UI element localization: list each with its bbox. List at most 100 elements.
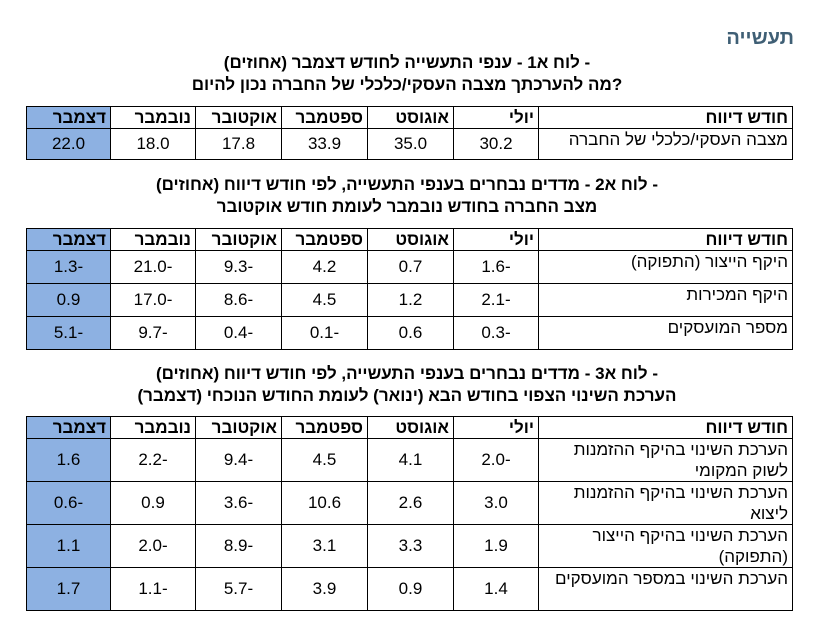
- value-cell: -2.0: [453, 438, 539, 482]
- value-cell: -0.6: [26, 481, 111, 525]
- header-report-month: חודש דיווח: [538, 416, 793, 439]
- table3-title: לוח א3 - מדדים נבחרים בענפי התעשייה, לפי…: [0, 363, 814, 407]
- table2-title-line2: מצב החברה בחודש נובמבר לעומת חודש אוקטוב…: [216, 197, 598, 216]
- value-cell: -5.7: [195, 567, 282, 611]
- value-cell: 4.1: [367, 438, 454, 482]
- header-month: דצמבר: [26, 416, 111, 439]
- header-month: יולי: [453, 416, 539, 439]
- value-cell: -9.7: [110, 316, 196, 350]
- header-month: יולי: [453, 106, 539, 129]
- value-cell: 1.6: [26, 438, 111, 482]
- table3-title-line1: לוח א3 - מדדים נבחרים בענפי התעשייה, לפי…: [155, 364, 659, 383]
- value-cell: -8.6: [195, 283, 282, 317]
- row-label: מצבה העסקי/כלכלי של החברה: [538, 128, 793, 160]
- table1: חודש דיווח יולי אוגוסט ספטמבר אוקטובר נובמבר ד…: [26, 106, 793, 160]
- header-report-month: חודש דיווח: [538, 106, 793, 129]
- row-label: הערכת השינוי בהיקף ההזמנות לשוק המקומי: [538, 438, 793, 482]
- header-row: חודש דיווח יולי אוגוסט ספטמבר אוקטובר נובמבר ד…: [26, 106, 793, 129]
- value-cell: 17.8: [195, 128, 282, 160]
- table-row: הערכת השינוי בהיקף הייצור (התפוקה) 1.9 3.3…: [26, 524, 793, 568]
- value-cell: 1.1: [26, 524, 111, 568]
- row-label: הערכת השינוי בהיקף הייצור (התפוקה): [538, 524, 793, 568]
- row-label: מספר המועסקים: [538, 316, 793, 350]
- header-report-month: חודש דיווח: [538, 228, 793, 251]
- table1-title: לוח א1 - ענפי התעשייה לחודש דצמבר (אחוזי…: [0, 52, 814, 96]
- value-cell: -9.4: [195, 438, 282, 482]
- value-cell: -2.0: [110, 524, 196, 568]
- table3-title-line2: הערכת השינוי הצפוי בחודש הבא (ינואר) לעו…: [137, 386, 677, 405]
- header-month: יולי: [453, 228, 539, 251]
- value-cell: -3.6: [195, 481, 282, 525]
- row-label: היקף הייצור (התפוקה): [538, 250, 793, 284]
- value-cell: 1.2: [367, 283, 454, 317]
- value-cell: 0.9: [367, 567, 454, 611]
- table-row: הערכת השינוי בהיקף ההזמנות ליצוא 3.0 2.6 10…: [26, 481, 793, 525]
- header-month: אוקטובר: [195, 106, 282, 129]
- value-cell: 4.5: [281, 283, 368, 317]
- table2-title-line1: לוח א2 - מדדים נבחרים בענפי התעשייה, לפי…: [155, 175, 659, 194]
- row-label: הערכת השינוי בהיקף ההזמנות ליצוא: [538, 481, 793, 525]
- table1-title-line1: לוח א1 - ענפי התעשייה לחודש דצמבר (אחוזי…: [223, 53, 591, 72]
- value-cell: 3.9: [281, 567, 368, 611]
- value-cell: 33.9: [281, 128, 368, 160]
- row-label: הערכת השינוי במספר המועסקים: [538, 567, 793, 611]
- header-month: אוקטובר: [195, 228, 282, 251]
- table-row: היקף המכירות -2.1 1.2 4.5 -8.6 -17.0 0.9: [26, 283, 793, 317]
- table-row: הערכת השינוי במספר המועסקים 1.4 0.9 3.9 -5.7…: [26, 567, 793, 611]
- header-month: נובמבר: [110, 106, 196, 129]
- value-cell: 0.7: [367, 250, 454, 284]
- value-cell: 18.0: [110, 128, 196, 160]
- table-row: מספר המועסקים -0.3 0.6 -0.1 -0.4 -9.7 -5.1: [26, 316, 793, 350]
- table2: חודש דיווח יולי אוגוסט ספטמבר אוקטובר נובמבר ד…: [26, 228, 793, 350]
- header-month: ספטמבר: [281, 416, 368, 439]
- header-month: נובמבר: [110, 228, 196, 251]
- header-month: נובמבר: [110, 416, 196, 439]
- header-month: אוקטובר: [195, 416, 282, 439]
- header-row: חודש דיווח יולי אוגוסט ספטמבר אוקטובר נובמבר ד…: [26, 228, 793, 251]
- table-row: מצבה העסקי/כלכלי של החברה 30.2 35.0 33.9 17.…: [26, 128, 793, 160]
- row-label: היקף המכירות: [538, 283, 793, 317]
- value-cell: 0.6: [367, 316, 454, 350]
- value-cell: 2.6: [367, 481, 454, 525]
- header-month: ספטמבר: [281, 106, 368, 129]
- value-cell: 3.1: [281, 524, 368, 568]
- header-month: ספטמבר: [281, 228, 368, 251]
- value-cell: 30.2: [453, 128, 539, 160]
- table-row: הערכת השינוי בהיקף ההזמנות לשוק המקומי -2…: [26, 438, 793, 482]
- value-cell: 1.7: [26, 567, 111, 611]
- value-cell: -0.4: [195, 316, 282, 350]
- table3: חודש דיווח יולי אוגוסט ספטמבר אוקטובר נובמבר ד…: [26, 416, 793, 611]
- value-cell: 0.9: [110, 481, 196, 525]
- value-cell: 35.0: [367, 128, 454, 160]
- value-cell: -5.1: [26, 316, 111, 350]
- header-month: אוגוסט: [367, 228, 454, 251]
- value-cell: 10.6: [281, 481, 368, 525]
- value-cell: 1.9: [453, 524, 539, 568]
- header-month: דצמבר: [26, 228, 111, 251]
- value-cell: 4.5: [281, 438, 368, 482]
- header-row: חודש דיווח יולי אוגוסט ספטמבר אוקטובר נובמבר ד…: [26, 416, 793, 439]
- value-cell: 3.3: [367, 524, 454, 568]
- section-title: תעשייה: [726, 27, 794, 49]
- value-cell: -0.3: [453, 316, 539, 350]
- header-month: אוגוסט: [367, 106, 454, 129]
- table1-title-line2: מה להערכתך מצבה העסקי/כלכלי של החברה נכו…: [191, 75, 623, 94]
- value-cell: 22.0: [26, 128, 111, 160]
- value-cell: 0.9: [26, 283, 111, 317]
- value-cell: -17.0: [110, 283, 196, 317]
- table-row: היקף הייצור (התפוקה) -1.6 0.7 4.2 -9.3 -21.0-…: [26, 250, 793, 284]
- table2-title: לוח א2 - מדדים נבחרים בענפי התעשייה, לפי…: [0, 174, 814, 218]
- value-cell: 1.4: [453, 567, 539, 611]
- value-cell: -21.0: [110, 250, 196, 284]
- value-cell: -0.1: [281, 316, 368, 350]
- value-cell: 3.0: [453, 481, 539, 525]
- value-cell: 4.2: [281, 250, 368, 284]
- header-month: אוגוסט: [367, 416, 454, 439]
- value-cell: -2.2: [110, 438, 196, 482]
- header-month: דצמבר: [26, 106, 111, 129]
- value-cell: -2.1: [453, 283, 539, 317]
- value-cell: -1.1: [110, 567, 196, 611]
- value-cell: -8.9: [195, 524, 282, 568]
- value-cell: -9.3: [195, 250, 282, 284]
- value-cell: -1.3: [26, 250, 111, 284]
